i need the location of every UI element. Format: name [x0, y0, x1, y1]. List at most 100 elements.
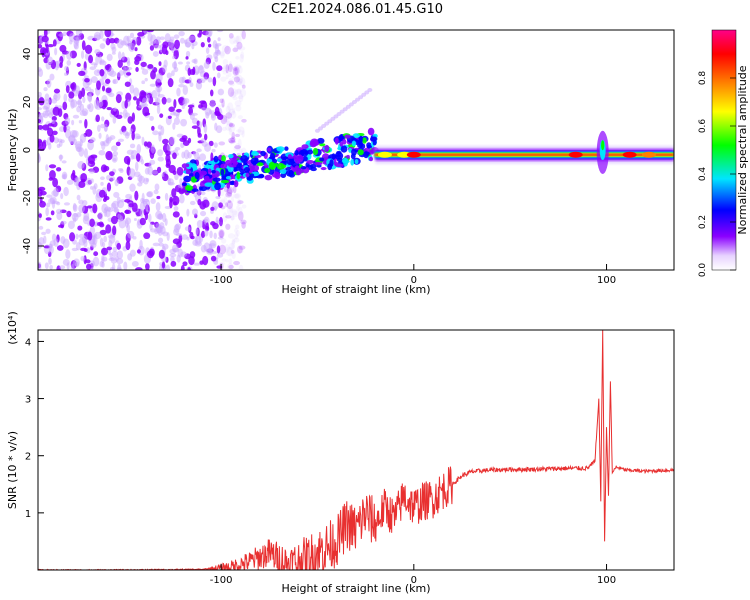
spectrogram-cell — [192, 66, 196, 76]
snr-x-tick-label: -100 — [210, 575, 233, 586]
spectrogram-cell — [202, 199, 210, 208]
spectrogram-cell — [134, 55, 142, 62]
spectrogram-cell — [333, 114, 339, 119]
spectrogram-cell — [45, 228, 51, 234]
spectrogram-cell — [70, 99, 75, 109]
spectrogram-cell — [339, 135, 345, 140]
spectrogram-cell — [188, 256, 195, 266]
spectrogram-cell — [367, 127, 375, 136]
spectrogram-cell — [145, 202, 149, 212]
spectrogram-cell — [152, 242, 160, 247]
spectrogram-cell — [236, 41, 243, 50]
spectrogram-cell — [223, 116, 230, 120]
spectrogram-x-ticks: -100 0 100 — [210, 264, 616, 286]
spectrogram-cell — [231, 70, 237, 74]
colorbar-tick-label: 0.8 — [698, 71, 708, 86]
spectrogram-cell — [53, 137, 60, 144]
spectrogram-hotspot — [406, 151, 421, 158]
spectrogram-cell — [97, 211, 104, 221]
spectrogram-cell — [238, 65, 243, 74]
spectrogram-cell — [228, 243, 235, 251]
spectrogram-cell — [231, 75, 239, 79]
spectrogram-cell — [175, 233, 183, 237]
spectrogram-cell — [59, 154, 63, 162]
spectrogram-cell — [69, 232, 76, 242]
spectrogram-cell — [228, 154, 234, 159]
spectrogram-cell — [207, 160, 214, 164]
spectrogram-cell — [43, 235, 47, 244]
spectrogram-cell — [327, 119, 333, 124]
colorbar-label: Normalized spectral amplitude — [736, 65, 749, 234]
spectrogram-cell — [210, 206, 215, 211]
spectrogram-cell — [44, 93, 50, 102]
spectrogram-cell — [173, 34, 180, 39]
spectrogram-cell — [41, 141, 47, 150]
spectrogram-cell — [45, 217, 52, 221]
spectrogram-cell — [223, 118, 229, 123]
spectrogram-cell — [210, 255, 217, 262]
spectrogram-cell — [355, 97, 361, 102]
spectrogram-cell — [213, 142, 218, 148]
spectrogram-burst — [601, 140, 605, 151]
spectrogram-y-tick-label: 0 — [22, 147, 33, 153]
spectrogram-cell — [154, 96, 159, 105]
spectrogram-cell — [239, 148, 243, 154]
spectrogram-cell — [151, 170, 159, 175]
spectrogram-cell — [185, 169, 191, 175]
spectrogram-cell — [66, 60, 71, 66]
spectrogram-cell — [78, 180, 86, 189]
spectrogram-cell — [145, 263, 150, 270]
spectrogram-cell — [199, 64, 204, 71]
spectrogram-cell — [228, 80, 235, 85]
spectrogram-cell — [214, 56, 219, 63]
spectrogram-cell — [99, 59, 105, 64]
figure-title: C2E1.2024.086.01.45.G10 — [270, 2, 444, 17]
spectrogram-cell — [212, 177, 221, 182]
spectrogram-cell — [141, 136, 145, 146]
spectrogram-cell — [101, 241, 106, 248]
spectrogram-cell — [230, 215, 236, 221]
spectrogram-cell — [81, 40, 86, 51]
spectrogram-cell — [113, 191, 120, 198]
spectrogram-cell — [312, 147, 319, 156]
spectrogram-cell — [351, 140, 357, 147]
spectrogram-cell — [217, 72, 221, 79]
spectrogram-cell — [47, 56, 54, 65]
spectrogram-cell — [218, 141, 226, 146]
spectrogram-cell — [227, 72, 232, 78]
spectrogram-cell — [49, 134, 55, 143]
spectrogram-cell — [245, 172, 250, 178]
spectrogram-cell — [67, 135, 76, 143]
spectrogram-cell — [276, 162, 285, 170]
spectrogram-cell — [146, 141, 152, 148]
spectrogram-cell — [346, 154, 350, 159]
spectrogram-cell — [38, 107, 43, 111]
spectrogram-cell — [188, 172, 194, 177]
spectrogram-cell — [230, 249, 235, 254]
spectrogram-cell — [141, 80, 146, 85]
spectrogram-cell — [138, 175, 145, 184]
spectrogram-cell — [92, 203, 98, 214]
spectrogram-cell — [123, 261, 128, 270]
spectrogram-cell — [180, 264, 185, 270]
spectrogram-cell — [324, 121, 330, 126]
colorbar-tick-label: 0.6 — [698, 119, 708, 134]
spectrogram-cell — [185, 50, 191, 58]
spectrogram-cell — [38, 67, 42, 72]
spectrogram-cell — [173, 98, 177, 109]
spectrogram-cell — [241, 204, 247, 209]
spectrogram-cell — [128, 168, 136, 179]
spectrogram-cell — [102, 38, 107, 42]
spectrogram-cell — [225, 124, 232, 131]
spectrogram-cell — [296, 154, 304, 163]
spectrogram-cell — [241, 84, 246, 89]
spectrogram-cell — [135, 267, 143, 270]
spectrogram-cell — [125, 240, 131, 251]
spectrogram-hotspot — [397, 151, 412, 158]
spectrogram-cell — [236, 35, 240, 45]
spectrogram-cell — [77, 98, 82, 108]
spectrogram-cell — [230, 214, 235, 221]
spectrogram-cell — [227, 87, 235, 97]
spectrogram-cell — [62, 31, 67, 37]
spectrogram-cell — [50, 210, 55, 216]
